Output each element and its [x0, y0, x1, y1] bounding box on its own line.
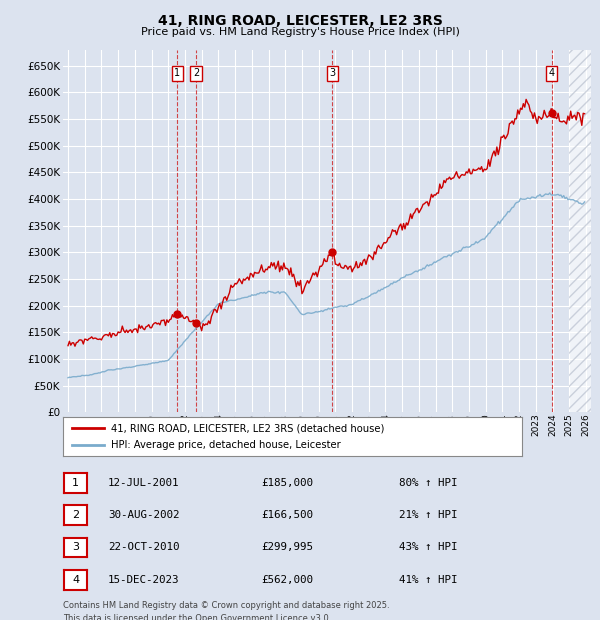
Text: 41, RING ROAD, LEICESTER, LE2 3RS (detached house): 41, RING ROAD, LEICESTER, LE2 3RS (detac… — [111, 423, 385, 433]
Text: This data is licensed under the Open Government Licence v3.0.: This data is licensed under the Open Gov… — [63, 614, 331, 620]
Text: £166,500: £166,500 — [261, 510, 313, 520]
Text: 30-AUG-2002: 30-AUG-2002 — [108, 510, 179, 520]
Text: 2: 2 — [193, 68, 199, 78]
Text: 15-DEC-2023: 15-DEC-2023 — [108, 575, 179, 585]
Text: 4: 4 — [72, 575, 79, 585]
Text: 43% ↑ HPI: 43% ↑ HPI — [399, 542, 458, 552]
Text: 41, RING ROAD, LEICESTER, LE2 3RS: 41, RING ROAD, LEICESTER, LE2 3RS — [158, 14, 442, 28]
Text: 41% ↑ HPI: 41% ↑ HPI — [399, 575, 458, 585]
Text: Contains HM Land Registry data © Crown copyright and database right 2025.: Contains HM Land Registry data © Crown c… — [63, 601, 389, 610]
Text: HPI: Average price, detached house, Leicester: HPI: Average price, detached house, Leic… — [111, 440, 341, 450]
Text: 2: 2 — [72, 510, 79, 520]
Text: 21% ↑ HPI: 21% ↑ HPI — [399, 510, 458, 520]
Text: 3: 3 — [329, 68, 335, 78]
Text: 12-JUL-2001: 12-JUL-2001 — [108, 478, 179, 488]
Text: £562,000: £562,000 — [261, 575, 313, 585]
Text: 1: 1 — [174, 68, 180, 78]
Text: 3: 3 — [72, 542, 79, 552]
Text: 1: 1 — [72, 478, 79, 488]
Text: 4: 4 — [549, 68, 555, 78]
Text: 80% ↑ HPI: 80% ↑ HPI — [399, 478, 458, 488]
Text: £185,000: £185,000 — [261, 478, 313, 488]
Text: Price paid vs. HM Land Registry's House Price Index (HPI): Price paid vs. HM Land Registry's House … — [140, 27, 460, 37]
Text: £299,995: £299,995 — [261, 542, 313, 552]
Text: 22-OCT-2010: 22-OCT-2010 — [108, 542, 179, 552]
